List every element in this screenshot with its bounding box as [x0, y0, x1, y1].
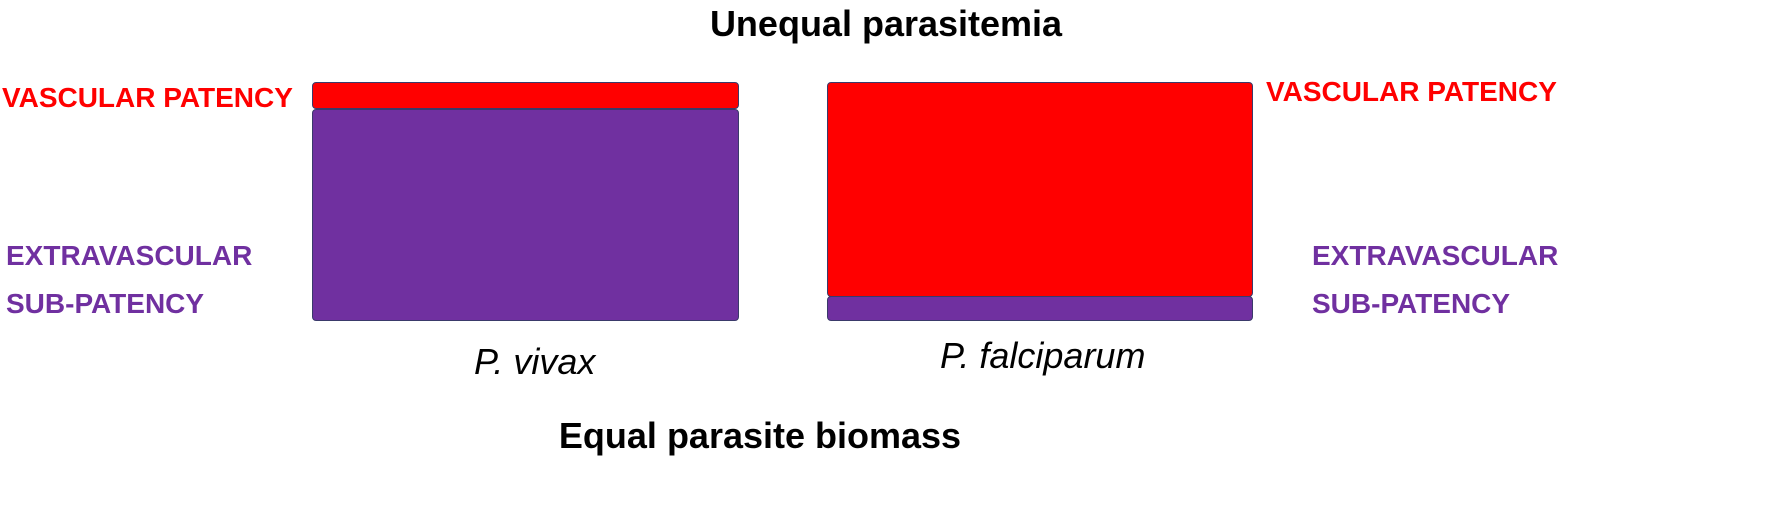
falciparum-subpatency-label-line1: EXTRAVASCULAR: [1312, 240, 1559, 271]
vivax-subpatency-bar: [312, 109, 739, 321]
falciparum-species-label: P. falciparum: [940, 335, 1146, 376]
vivax-species-label: P. vivax: [474, 341, 596, 382]
vivax-patency-label: VASCULAR PATENCY: [2, 82, 293, 113]
falciparum-subpatency-label: EXTRAVASCULAR SUB-PATENCY: [1312, 232, 1558, 328]
falciparum-subpatency-label-line2: SUB-PATENCY: [1312, 288, 1511, 319]
falciparum-patency-label: VASCULAR PATENCY: [1266, 76, 1557, 107]
vivax-subpatency-label-line2: SUB-PATENCY: [6, 288, 205, 319]
falciparum-subpatency-bar: [827, 296, 1253, 321]
vivax-subpatency-label: EXTRAVASCULAR SUB-PATENCY: [6, 232, 252, 328]
bottom-title: Equal parasite biomass: [558, 415, 962, 456]
vivax-subpatency-label-line1: EXTRAVASCULAR: [6, 240, 253, 271]
falciparum-patency-bar: [827, 82, 1253, 297]
vivax-patency-bar: [312, 82, 739, 109]
top-title: Unequal parasitemia: [709, 3, 1063, 44]
